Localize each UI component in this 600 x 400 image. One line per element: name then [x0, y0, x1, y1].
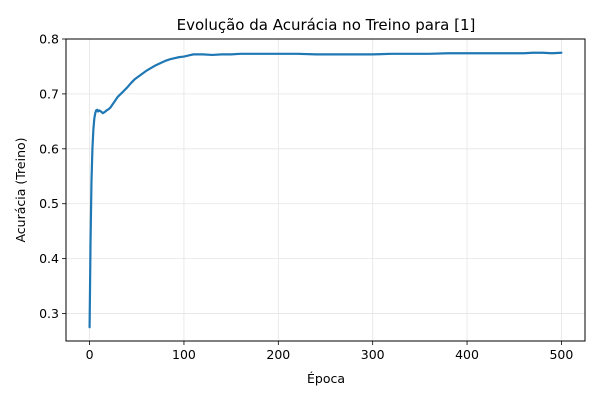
y-tick-label: 0.7 — [39, 86, 59, 101]
y-tick-label: 0.6 — [39, 141, 59, 156]
x-tick-label: 100 — [172, 347, 196, 362]
chart-title: Evolução da Acurácia no Treino para [1] — [177, 16, 476, 34]
x-tick-label: 500 — [549, 347, 573, 362]
x-tick-label: 0 — [86, 347, 94, 362]
x-tick-label: 200 — [266, 347, 290, 362]
ticks: 0 100 200 300 400 500 0.3 0.4 0.5 0.6 0.7 0.8 — [39, 32, 573, 363]
y-tick-label: 0.5 — [39, 196, 59, 211]
series-line-0 — [88, 51, 563, 329]
x-tick-label: 300 — [361, 347, 385, 362]
y-tick-label: 0.4 — [39, 251, 59, 266]
y-tick-label: 0.3 — [39, 306, 59, 321]
plot-frame — [65, 38, 586, 342]
y-tick-label: 0.8 — [39, 32, 59, 47]
x-tick-label: 400 — [455, 347, 479, 362]
y-axis-label: Acurácia (Treino) — [13, 137, 28, 242]
series-layer — [88, 51, 563, 329]
x-axis-label: Época — [307, 371, 345, 386]
